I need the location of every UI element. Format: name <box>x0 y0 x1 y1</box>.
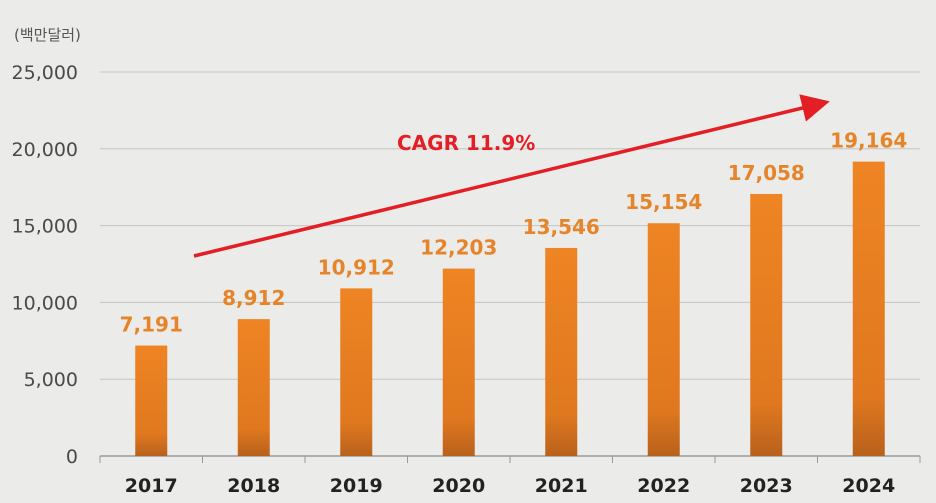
y-tick-label: 10,000 <box>12 292 78 314</box>
bar-2023 <box>750 193 783 456</box>
data-label: 17,058 <box>728 161 805 185</box>
data-label: 13,546 <box>523 215 600 239</box>
y-tick-label: 0 <box>66 446 78 468</box>
data-label: 8,912 <box>222 286 285 310</box>
x-tick-label: 2023 <box>740 475 793 497</box>
y-tick-label: 15,000 <box>12 216 78 238</box>
y-tick-label: 5,000 <box>24 369 78 391</box>
x-tick-label: 2020 <box>432 475 485 497</box>
y-tick-label: 20,000 <box>12 139 78 161</box>
bar-2021 <box>545 247 578 456</box>
data-label: 7,191 <box>120 313 183 337</box>
cagr-arrow <box>193 94 830 258</box>
x-axis: 2017 2018 2019 2020 2021 2022 2023 2024 <box>99 456 921 497</box>
data-labels: 7,191 8,912 10,912 12,203 13,546 15,154 17,058… <box>120 129 908 337</box>
data-label: 10,912 <box>318 255 395 279</box>
data-label: 12,203 <box>420 236 497 260</box>
x-tick-label: 2019 <box>330 475 383 497</box>
y-axis: 0 5,000 10,000 15,000 20,000 25,000 <box>12 62 78 468</box>
bar-2024 <box>852 161 885 456</box>
bar-2019 <box>340 288 373 456</box>
gridlines <box>100 71 920 457</box>
x-tick-label: 2021 <box>535 475 588 497</box>
x-tick-label: 2017 <box>125 475 178 497</box>
cagr-label: CAGR 11.9% <box>397 131 535 155</box>
x-tick-label: 2018 <box>227 475 280 497</box>
bar-2020 <box>442 268 475 456</box>
bar-2018 <box>237 319 270 456</box>
y-axis-unit-label: (백만달러) <box>14 26 81 44</box>
bar-2017 <box>135 345 168 456</box>
data-label: 15,154 <box>625 190 702 214</box>
data-label: 19,164 <box>830 129 907 153</box>
x-tick-label: 2022 <box>637 475 690 497</box>
bar-2022 <box>647 223 680 456</box>
y-tick-label: 25,000 <box>12 62 78 84</box>
x-tick-label: 2024 <box>842 475 895 497</box>
cagr-annotation: CAGR 11.9% <box>193 94 830 258</box>
bar-series <box>135 161 885 456</box>
